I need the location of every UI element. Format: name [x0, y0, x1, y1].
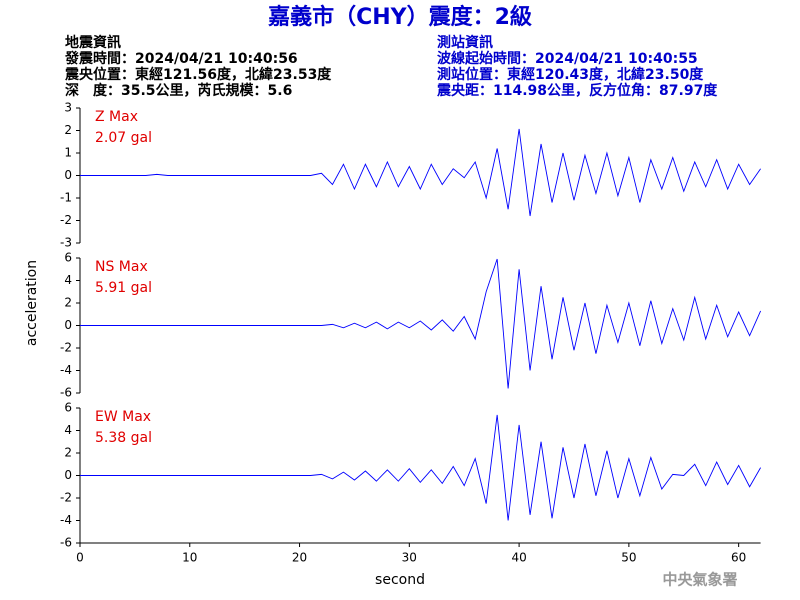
- y-tick-label: 2: [64, 446, 72, 460]
- title: 嘉義市（CHY）震度：2級: [268, 4, 532, 30]
- panel-max: 5.38 gal: [95, 430, 152, 446]
- info-right: 測站資訊: [437, 34, 493, 51]
- x-tick-label: 40: [511, 551, 526, 565]
- panel-max: 5.91 gal: [95, 280, 152, 296]
- y-tick-label: -3: [60, 236, 72, 250]
- y-tick-label: 6: [64, 401, 72, 415]
- panel-title: EW Max: [95, 409, 151, 425]
- waveform: [80, 414, 761, 521]
- info-right: 波線起始時間：2024/04/21 10:40:55: [437, 50, 698, 67]
- info-left: 發震時間：2024/04/21 10:40:56: [64, 50, 298, 67]
- y-tick-label: 1: [64, 146, 72, 160]
- y-tick-label: -4: [60, 363, 72, 377]
- y-tick-label: -2: [60, 341, 72, 355]
- y-tick-label: -6: [60, 386, 72, 400]
- x-axis-label: second: [375, 572, 425, 588]
- waveform: [80, 258, 762, 389]
- y-tick-label: -1: [60, 191, 72, 205]
- info-right: 測站位置：東經120.43度，北緯23.50度: [437, 66, 704, 83]
- y-tick-label: 4: [64, 423, 72, 437]
- y-tick-label: 0: [64, 168, 72, 182]
- info-left: 地震資訊: [65, 34, 121, 51]
- y-tick-label: 3: [64, 101, 72, 115]
- y-tick-label: 2: [64, 296, 72, 310]
- info-left: 震央位置：東經121.56度，北緯23.53度: [64, 66, 332, 83]
- x-tick-label: 60: [731, 551, 746, 565]
- y-tick-label: -2: [60, 213, 72, 227]
- footer: 中央氣象署: [662, 571, 737, 589]
- panel-title: Z Max: [95, 109, 138, 125]
- y-tick-label: 0: [64, 468, 72, 482]
- y-tick-label: -4: [60, 513, 72, 527]
- y-tick-label: -2: [60, 491, 72, 505]
- panel-max: 2.07 gal: [95, 130, 152, 146]
- y-tick-label: 2: [64, 123, 72, 137]
- info-right: 震央距：114.98公里，反方位角：87.97度: [436, 82, 718, 99]
- y-tick-label: 4: [64, 273, 72, 287]
- x-tick-label: 0: [76, 551, 84, 565]
- y-tick-label: 0: [64, 318, 72, 332]
- panel-title: NS Max: [95, 259, 148, 275]
- x-tick-label: 10: [182, 551, 197, 565]
- y-tick-label: 6: [64, 251, 72, 265]
- x-tick-label: 30: [402, 551, 417, 565]
- x-tick-label: 50: [621, 551, 636, 565]
- waveform: [80, 128, 761, 217]
- info-left: 深 度：35.5公里，芮氏規模：5.6: [65, 82, 292, 99]
- y-axis-label: acceleration: [24, 260, 40, 346]
- x-tick-label: 20: [292, 551, 307, 565]
- y-tick-label: -6: [60, 536, 72, 550]
